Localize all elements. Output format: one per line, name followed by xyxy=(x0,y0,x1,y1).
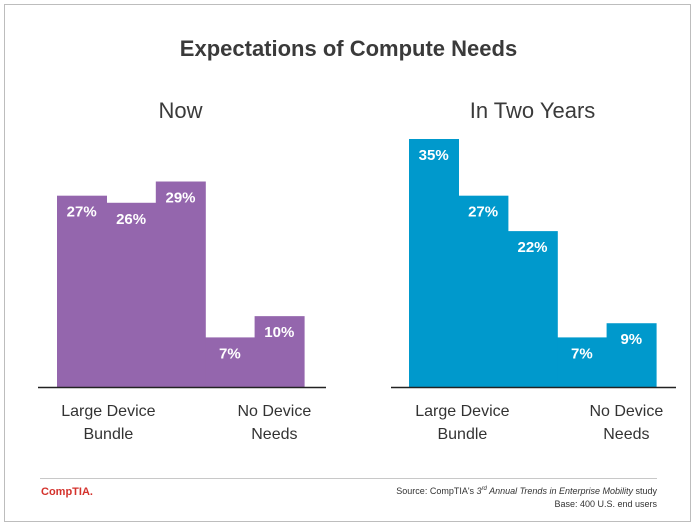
now-bar-2 xyxy=(106,202,157,387)
two-years-bar-label-3: 22% xyxy=(517,239,547,256)
two-years-left-axis-label-line-1: Large Device xyxy=(415,403,509,420)
now-right-axis-label-line-1: No Device xyxy=(237,403,311,420)
now-bar-5 xyxy=(254,316,305,387)
now-chart-title: Now xyxy=(158,98,202,123)
now-bar-label-1: 27% xyxy=(67,204,97,221)
two-years-bar-1 xyxy=(409,139,459,387)
two-years-bar-label-5: 9% xyxy=(620,331,642,348)
now-bar-label-3: 29% xyxy=(165,190,195,207)
two-years-left-axis-label-line-2: Bundle xyxy=(437,426,487,443)
page-title: Expectations of Compute Needs xyxy=(179,36,518,61)
two-years-bar-2 xyxy=(458,195,509,387)
comptia-logo: CompTIA. xyxy=(41,486,93,498)
two-years-bar-label-4: 7% xyxy=(571,345,593,362)
now-left-axis-label-line-2: Bundle xyxy=(83,426,133,443)
source-note: Source: CompTIA's 3rd Annual Trends in E… xyxy=(396,483,657,511)
now-bar-label-4: 7% xyxy=(219,345,241,362)
two-years-right-axis-label-line-2: Needs xyxy=(603,426,649,443)
now-bar-label-5: 10% xyxy=(264,324,294,341)
now-bar-4 xyxy=(205,337,256,387)
two-years-chart-title: In Two Years xyxy=(470,98,596,123)
two-years-bar-4 xyxy=(557,337,608,387)
base-line: Base: 400 U.S. end users xyxy=(554,499,657,509)
now-right-axis-label-line-2: Needs xyxy=(251,426,297,443)
two-years-bar-label-1: 35% xyxy=(419,147,449,164)
two-years-bar-label-2: 27% xyxy=(468,204,498,221)
two-years-bar-5 xyxy=(606,323,657,387)
source-line: Source: CompTIA's 3rd Annual Trends in E… xyxy=(396,486,657,496)
two-years-right-axis-label-line-1: No Device xyxy=(589,403,663,420)
now-bar-label-2: 26% xyxy=(116,211,146,228)
now-left-axis-label-line-1: Large Device xyxy=(61,403,155,420)
now-bar-3 xyxy=(155,181,206,387)
two-years-bar-3 xyxy=(507,231,558,387)
now-bar-1 xyxy=(57,195,107,387)
footer-divider xyxy=(40,478,657,479)
